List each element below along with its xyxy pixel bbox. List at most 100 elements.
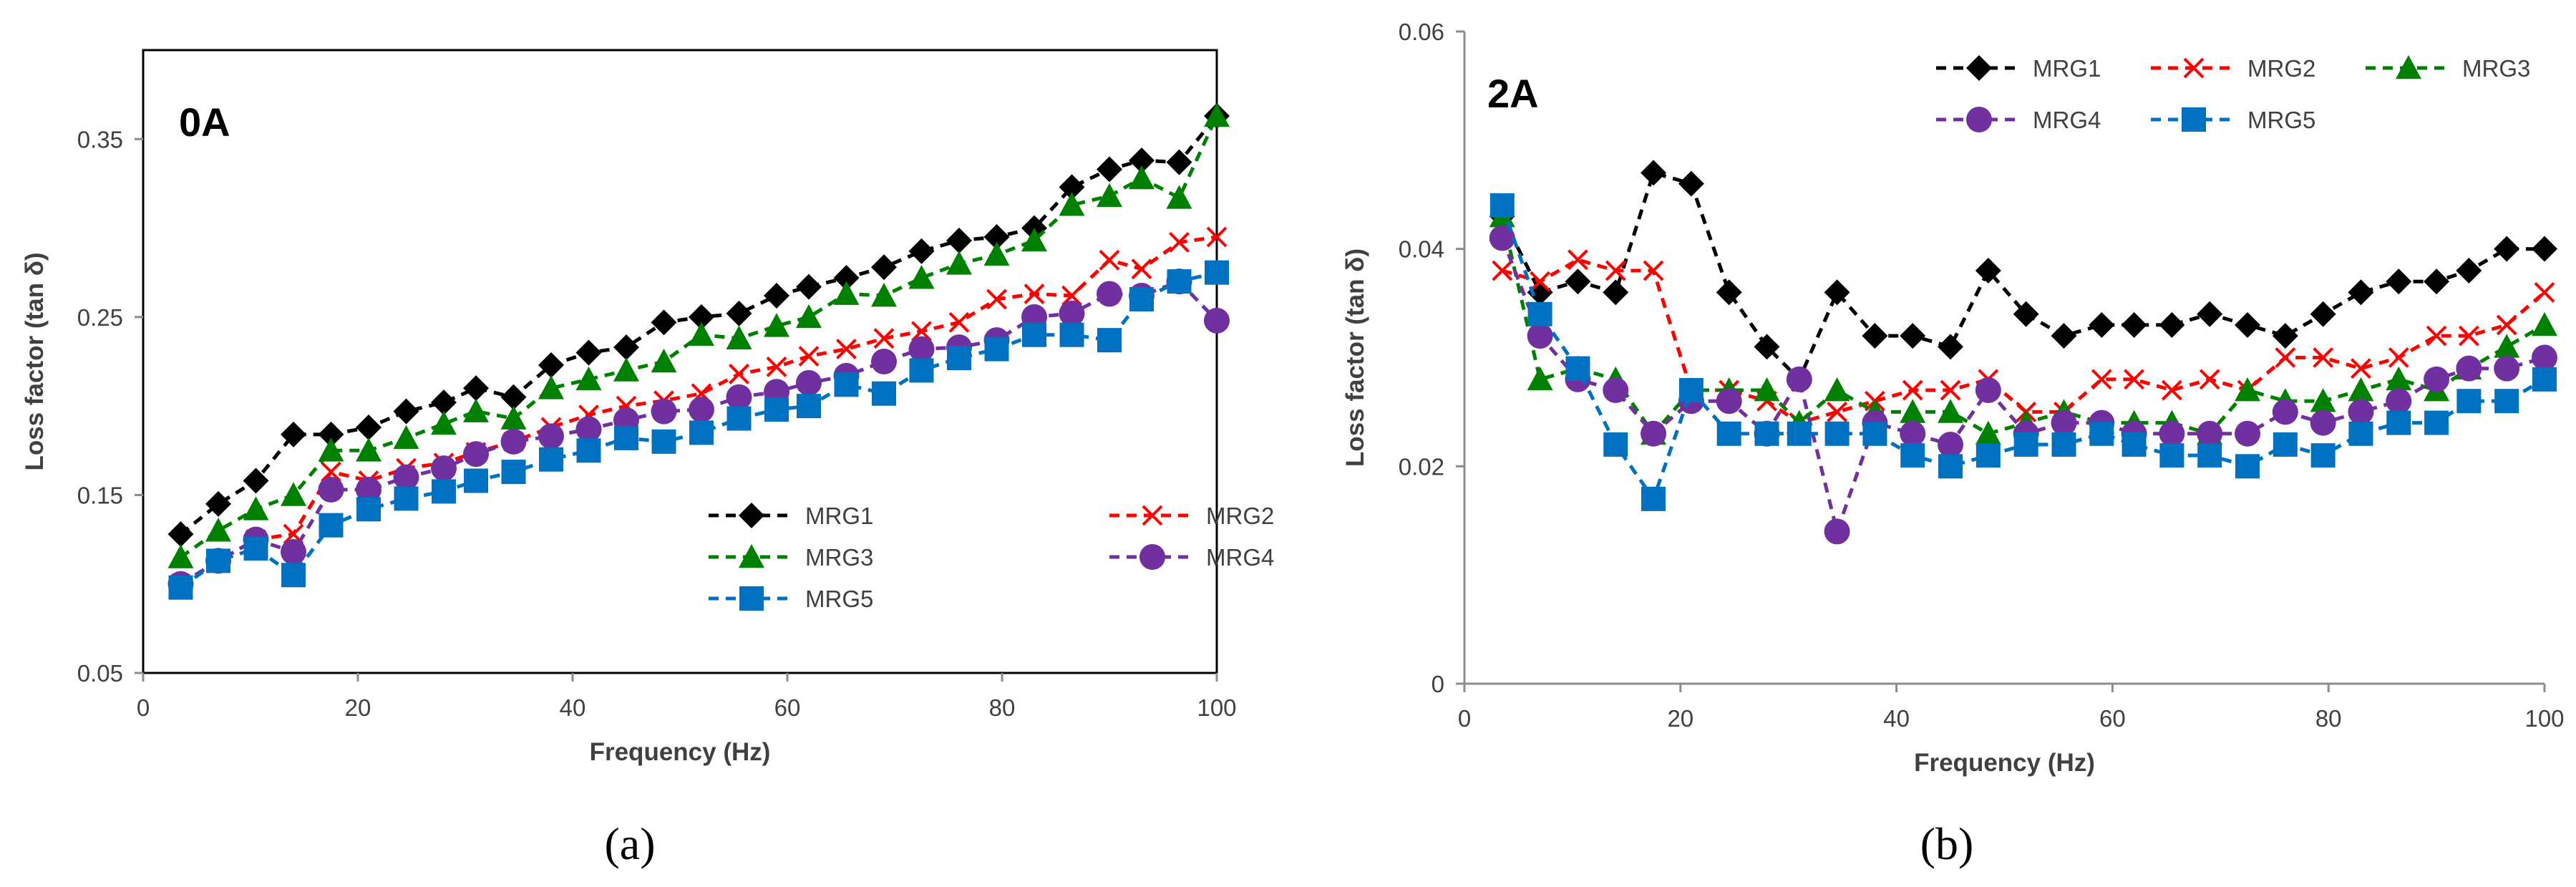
- chart-2-mrg1-point: [2348, 279, 2374, 306]
- chart-1-mrg5-point: [539, 447, 563, 472]
- chart-1-legend-label: MRG5: [805, 586, 873, 612]
- chart-2-legend-marker: [1966, 55, 1992, 81]
- chart-1-mrg1-point: [796, 273, 822, 300]
- chart-1-mrg5-point: [651, 429, 676, 454]
- chart-1-mrg1-point: [393, 398, 419, 425]
- chart-2-mrg2-point-stroke: [1827, 402, 1848, 422]
- chart-2-mrg2-point: [1492, 260, 1513, 281]
- chart-2-mrg2-point: [2124, 369, 2144, 390]
- chart-2-legend-label: MRG2: [2247, 55, 2315, 82]
- chart-2-mrg2-point-stroke: [2161, 379, 2182, 401]
- chart-2-mrg5-point: [2348, 421, 2373, 446]
- chart-2-mrg5-point: [1641, 486, 1666, 511]
- chart-1-mrg2-point-stroke: [1206, 226, 1228, 248]
- chart-1-mrg5-point: [501, 460, 526, 485]
- chart-1-mrg2-point: [1024, 283, 1045, 304]
- chart-2-mrg2-point-stroke: [2496, 314, 2517, 336]
- chart-1-mrg4-point: [318, 476, 344, 503]
- chart-2-mrg1-point: [2121, 311, 2147, 338]
- chart-1-mrg5-point: [394, 486, 419, 511]
- chart-1-mrg3-point: [908, 265, 935, 289]
- chart-2-legend-marker-stroke: [2183, 57, 2205, 79]
- chart-2-mrg4-point: [2456, 355, 2482, 382]
- chart-1-mrg1-point: [726, 300, 752, 326]
- chart-2-mrg4-point: [1527, 323, 1553, 349]
- chart-1-mrg1-point: [538, 352, 564, 378]
- chart-2-mrg5-point: [1716, 421, 1741, 446]
- chart-2-mrg2-point: [2313, 347, 2334, 368]
- chart-1-mrg4-point: [281, 538, 306, 565]
- chart-2-mrg3-point: [1527, 366, 1553, 391]
- chart-2-mrg5-point: [2494, 389, 2519, 414]
- chart-2-mrg4-point: [2272, 399, 2298, 425]
- chart-2-mrg4-point: [2197, 420, 2223, 447]
- chart-1-mrg1-point: [1166, 149, 1192, 175]
- chart-1-legend-item-mrg1: MRG1: [709, 503, 873, 529]
- chart-2-mrg2-point: [1643, 260, 1664, 281]
- chart-1-mrg2-point-stroke: [283, 523, 304, 545]
- chart-2-mrg5-point: [2235, 454, 2260, 479]
- chart-2-mrg5-point: [2273, 432, 2298, 457]
- chart-2-mrg2-point: [2388, 347, 2409, 368]
- chart-1-mrg1-point: [431, 389, 457, 416]
- chart-2-x-axis-title: Frequency (Hz): [1914, 749, 2095, 777]
- chart-2-mrg2-point-stroke: [1902, 379, 1923, 401]
- chart-1-mrg3-point: [167, 544, 194, 568]
- chart-1-x-tick-label: 60: [774, 694, 801, 721]
- chart-1-mrg3-point: [833, 281, 860, 305]
- chart-1-legend-item-mrg5: MRG5: [709, 586, 873, 612]
- chart-2-mrg5-point: [1900, 443, 1925, 468]
- chart-2-mrg5-point: [1975, 443, 2001, 468]
- chart-1-x-tick-label: 0: [137, 694, 150, 721]
- chart-2-mrg4-point: [2235, 420, 2261, 447]
- chart-1-mrg1-point: [500, 384, 527, 410]
- chart-2-mrg2-point-stroke: [2458, 325, 2479, 346]
- chart-2-legend-item-mrg5: MRG5: [2151, 107, 2315, 133]
- chart-2-y-tick-label: 0.04: [1399, 236, 1444, 263]
- chart-2-mrg2-point: [2161, 379, 2182, 401]
- chart-1-mrg3-point: [613, 357, 639, 382]
- chart-1-mrg2-point: [836, 339, 857, 360]
- chart-1-mrg5-point: [1129, 287, 1154, 311]
- chart-2-mrg5-point: [1787, 421, 1812, 446]
- chart-2-legend-item-mrg4: MRG4: [1936, 107, 2101, 133]
- chart-1-mrg4-point: [393, 464, 419, 490]
- chart-2-mrg2-point-stroke: [2313, 347, 2334, 368]
- chart-1-mrg2-point-stroke: [948, 311, 970, 333]
- chart-2-legend-label: MRG4: [2033, 107, 2101, 133]
- chart-2-legend-marker: [2182, 107, 2206, 132]
- chart-1-mrg5-point: [432, 479, 456, 504]
- chart-2-mrg5-point: [2532, 367, 2557, 392]
- chart-2-mrg4-point: [1938, 431, 1964, 457]
- chart-2-mrg2-point-stroke: [2091, 369, 2112, 390]
- chart-2-legend-marker: [2396, 55, 2421, 79]
- chart-1-legend-marker: [739, 544, 764, 568]
- chart-1-mrg4-point: [1097, 281, 1122, 307]
- chart-2-mrg4-point: [1603, 377, 1629, 404]
- chart-2-mrg5-point: [1603, 432, 1628, 457]
- chart-2-mrg2-point-stroke: [2426, 325, 2447, 346]
- chart-1-legend: MRG1 MRG2 MRG3 MRG4 MRG5: [709, 503, 1274, 612]
- chart-2-mrg4-point: [2532, 344, 2557, 371]
- chart-1-mrg5-point: [1097, 328, 1122, 353]
- chart-2-mrg5-point: [2424, 410, 2449, 435]
- chart-1-mrg2-point: [1061, 285, 1082, 306]
- chart-1-mrg3-point: [1021, 227, 1047, 252]
- chart-2-mrg1-point: [1900, 323, 1926, 349]
- chart-1-mrg5-point: [464, 468, 488, 493]
- chart-2-mrg2-point: [2351, 358, 2371, 379]
- chart-1-x-tick-label: 80: [989, 694, 1016, 721]
- chart-1-panel-label: 0A: [179, 100, 230, 145]
- chart-2-x-tick-label: 80: [2315, 705, 2342, 732]
- chart-1-mrg2-point-stroke: [766, 357, 787, 377]
- chart-2-mrg3-point: [2348, 377, 2374, 402]
- chart-1-mrg5-point: [356, 497, 381, 522]
- chart-1-mrg4-point: [689, 397, 714, 423]
- chart-1-mrg1-point: [167, 521, 194, 548]
- chart-1-mrg3-point: [651, 349, 677, 373]
- chart-1-mrg4-point: [463, 441, 489, 467]
- chart-2-mrg1-point: [1938, 334, 1964, 360]
- chart-1-mrg4-point: [500, 428, 527, 455]
- chart-2-mrg1-point: [1754, 334, 1780, 360]
